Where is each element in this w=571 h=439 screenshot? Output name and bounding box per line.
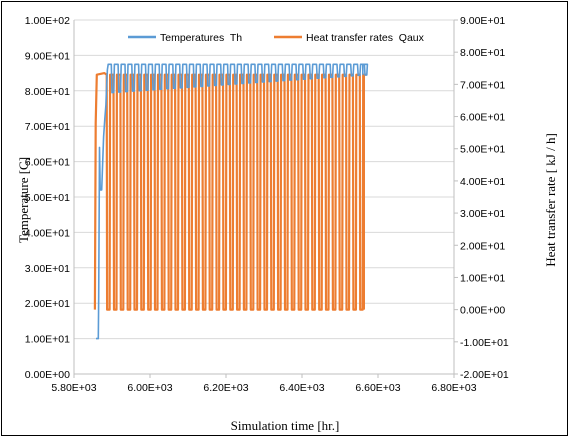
x-tick-label: 6.60E+03 <box>355 382 400 394</box>
y-right-tick-label: -1.00E+01 <box>460 337 509 349</box>
y-left-tick-label: 5.00E+01 <box>25 192 70 204</box>
tick-labels: 0.00E+00 1.00E+01 2.00E+01 3.00E+01 4.00E+01… <box>25 15 509 394</box>
y-right-tick-label: 8.00E+01 <box>460 47 505 59</box>
x-axis-title: Simulation time [hr.] <box>231 418 340 433</box>
x-tick-label: 6.40E+03 <box>279 382 324 394</box>
y-left-tick-label: 6.00E+01 <box>25 157 70 169</box>
y-right-tick-label: 4.00E+01 <box>460 176 505 188</box>
axes <box>73 19 458 378</box>
y-left-tick-label: 2.00E+01 <box>25 298 70 310</box>
y-left-tick-label: 9.00E+01 <box>25 50 70 62</box>
y-right-tick-label: 5.00E+01 <box>460 144 505 156</box>
plot-area <box>93 63 369 340</box>
series-line-temperature <box>96 63 369 340</box>
y-right-tick-label: 2.00E+01 <box>460 240 505 252</box>
x-tick-label: 5.80E+03 <box>51 382 96 394</box>
x-tick-label: 6.80E+03 <box>431 382 476 394</box>
legend: Temperatures Th Heat transfer rates Qaux <box>128 32 425 44</box>
x-tick-label: 6.20E+03 <box>203 382 248 394</box>
y-right-tick-label: 9.00E+01 <box>460 15 505 27</box>
y-right-tick-label: 0.00E+00 <box>460 305 505 317</box>
y-left-tick-label: 3.00E+01 <box>25 263 70 275</box>
y-left-tick-label: 1.00E+01 <box>25 334 70 346</box>
x-tick-label: 6.00E+03 <box>127 382 172 394</box>
y-right-tick-label: -2.00E+01 <box>460 369 509 381</box>
y-right-axis-title: Heat transfer rate [ kJ / h] <box>543 133 558 267</box>
y-right-tick-label: 3.00E+01 <box>460 208 505 220</box>
y-right-tick-label: 6.00E+01 <box>460 112 505 124</box>
y-left-axis-title: Temperature [C] <box>16 157 31 243</box>
y-right-tick-label: 7.00E+01 <box>460 79 505 91</box>
y-left-tick-label: 7.00E+01 <box>25 121 70 133</box>
y-left-tick-label: 4.00E+01 <box>25 227 70 239</box>
legend-label-temperature: Temperatures Th <box>160 32 242 44</box>
y-left-tick-label: 0.00E+00 <box>25 369 70 381</box>
y-left-tick-label: 8.00E+01 <box>25 86 70 98</box>
series-line-heat-transfer <box>93 71 368 311</box>
legend-label-heat-transfer: Heat transfer rates Qaux <box>306 32 425 44</box>
y-left-tick-label: 1.00E+02 <box>25 15 70 27</box>
y-right-tick-label: 1.00E+01 <box>460 272 505 284</box>
